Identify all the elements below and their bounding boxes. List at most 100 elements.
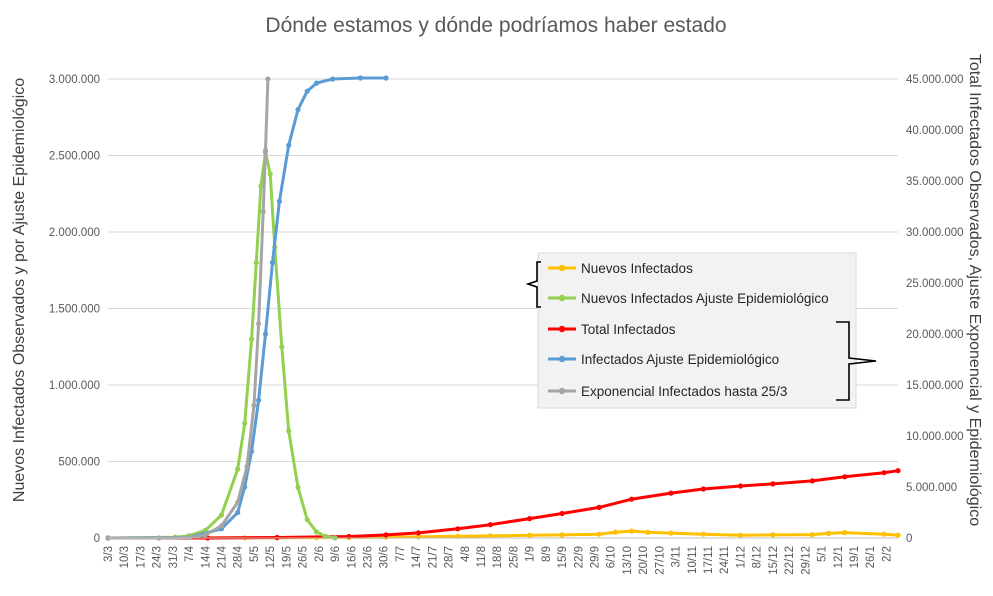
- series-point: [559, 532, 565, 538]
- series-line: [108, 469, 899, 540]
- series-point: [256, 397, 262, 403]
- series-point: [218, 512, 225, 518]
- series-point: [253, 260, 259, 266]
- series-point: [269, 260, 276, 266]
- x-tick-label: 7/4: [184, 545, 196, 562]
- x-tick-label: 18/8: [492, 546, 504, 568]
- legend-box: [537, 252, 857, 409]
- series-point: [809, 532, 815, 538]
- series-point: [249, 336, 255, 342]
- x-tick-label: 2/2: [881, 546, 893, 562]
- x-tick-label: 24/11: [719, 546, 731, 574]
- right-tick-label: 25.000.000: [906, 278, 964, 290]
- x-tick-label: 14/7: [411, 546, 423, 568]
- legend-swatch-marker: [558, 355, 566, 363]
- x-tick-label: 12/1: [833, 546, 845, 568]
- right-tick-label: 5.000.000: [906, 482, 957, 494]
- series-point: [668, 490, 674, 496]
- x-tick-label: 26/5: [298, 546, 310, 568]
- legend-item: Infectados Ajuste Epidemiológico: [548, 352, 779, 367]
- right-tick-label: 30.000.000: [906, 227, 964, 239]
- legend-label: Infectados Ajuste Epidemiológico: [581, 352, 779, 367]
- series-point: [286, 428, 292, 434]
- series-point: [235, 509, 241, 516]
- left-tick-label: 1.000.000: [49, 380, 100, 392]
- series-point: [895, 532, 901, 538]
- series-point: [313, 80, 320, 86]
- series-point: [258, 183, 264, 189]
- x-tick-label: 3/3: [103, 546, 115, 562]
- right-tick-label: 10.000.000: [906, 431, 964, 443]
- series-point: [596, 504, 602, 510]
- legend: Nuevos Infectados Nuevos Infectados Ajust…: [525, 252, 877, 409]
- series-point: [629, 528, 635, 534]
- legend-item: Total Infectados: [548, 322, 676, 337]
- x-tick-label: 22/12: [784, 546, 796, 575]
- series-point: [527, 516, 533, 522]
- x-tick-label: 17/3: [135, 546, 147, 568]
- legend-label: Total Infectados: [581, 322, 676, 337]
- legend-item: Nuevos Infectados Ajuste Epidemiológico: [548, 291, 829, 306]
- series-point: [286, 142, 292, 148]
- x-tick-label: 4/8: [460, 546, 472, 562]
- series-point: [262, 147, 269, 153]
- series-point: [612, 529, 619, 535]
- series-point: [304, 517, 310, 523]
- series-point: [295, 107, 301, 113]
- legend-swatch-marker: [558, 387, 566, 395]
- series-point: [262, 331, 269, 337]
- series-point: [825, 530, 832, 537]
- x-tick-label: 13/10: [622, 546, 634, 575]
- series-point: [304, 88, 310, 94]
- series-point: [881, 531, 887, 537]
- series-point: [770, 481, 776, 487]
- left-tick-label: 1.500.000: [49, 304, 100, 316]
- series-point: [487, 522, 493, 528]
- x-tick-label: 26/1: [865, 546, 877, 568]
- series-point: [357, 75, 364, 81]
- series-point: [668, 530, 674, 536]
- x-tick-label: 1/12: [735, 546, 747, 568]
- chart-title: Dónde estamos y dónde podríamos haber es…: [265, 14, 726, 37]
- series-point: [383, 532, 389, 538]
- x-tick-label: 5/5: [249, 546, 261, 562]
- series-point: [279, 344, 285, 350]
- series-point: [295, 484, 301, 491]
- series-point: [260, 209, 266, 215]
- series-point: [218, 523, 225, 529]
- series-point: [842, 474, 848, 480]
- x-tick-label: 9/6: [330, 546, 342, 562]
- right-tick-label: 0: [906, 533, 912, 545]
- series-point: [842, 530, 848, 536]
- x-tick-label: 15/12: [768, 546, 780, 575]
- legend-label: Nuevos Infectados Ajuste Epidemiológico: [581, 291, 829, 306]
- legend-label: Exponencial Infectados hasta 25/3: [581, 384, 787, 399]
- x-tick-label: 30/6: [379, 546, 391, 568]
- series-point: [251, 402, 257, 408]
- x-tick-label: 11/8: [476, 546, 488, 568]
- series-point: [244, 464, 250, 470]
- left-brace: [525, 261, 541, 308]
- series-point: [267, 171, 273, 177]
- x-tick-label: 28/4: [233, 545, 245, 568]
- legend-swatch-marker: [558, 264, 566, 272]
- left-tick-label: 0: [94, 533, 100, 545]
- series-point: [202, 532, 208, 538]
- series-point: [737, 532, 744, 538]
- x-tick-label: 5/1: [817, 546, 829, 562]
- axis-layer: 0 500.000 1.000.000 1.500.000 2.000.000 2.500…: [49, 74, 964, 575]
- right-tick-label: 35.000.000: [906, 176, 964, 188]
- series-point: [559, 510, 565, 517]
- series-point: [645, 529, 651, 535]
- series-point: [235, 499, 241, 505]
- x-tick-label: 12/5: [265, 546, 277, 568]
- x-tick-label: 1/9: [525, 546, 537, 562]
- x-tick-label: 8/9: [541, 546, 553, 562]
- legend-label: Nuevos Infectados: [581, 261, 693, 276]
- series-point: [809, 478, 815, 484]
- legend-item: Exponencial Infectados hasta 25/3: [548, 384, 787, 399]
- x-tick-label: 7/7: [395, 546, 407, 562]
- left-tick-label: 500.000: [58, 457, 100, 469]
- x-tick-label: 23/6: [362, 546, 374, 568]
